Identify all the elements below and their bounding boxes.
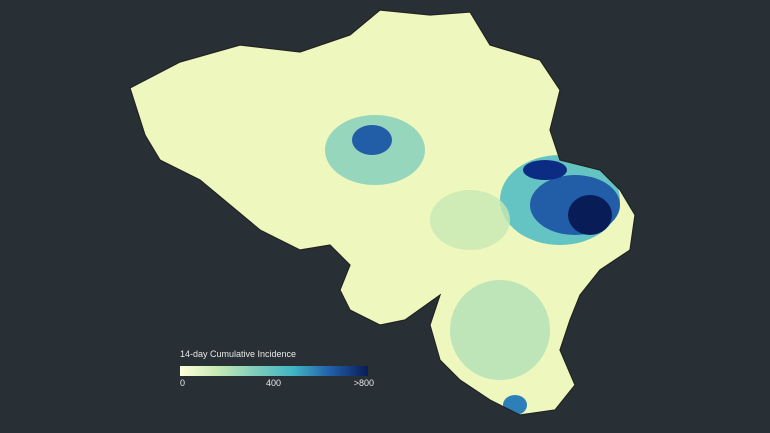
legend-tick-label: >800: [354, 378, 374, 388]
legend-bar: [180, 366, 368, 376]
legend-tick-label: 400: [266, 378, 281, 388]
region: [430, 190, 510, 250]
region: [352, 125, 392, 155]
legend-title: 14-day Cumulative Incidence: [180, 349, 296, 359]
region: [523, 160, 567, 180]
country: [130, 10, 635, 415]
border: [129, 9, 636, 416]
region: [450, 280, 550, 380]
legend-tick-label: 0: [180, 378, 185, 388]
region: [568, 195, 612, 235]
